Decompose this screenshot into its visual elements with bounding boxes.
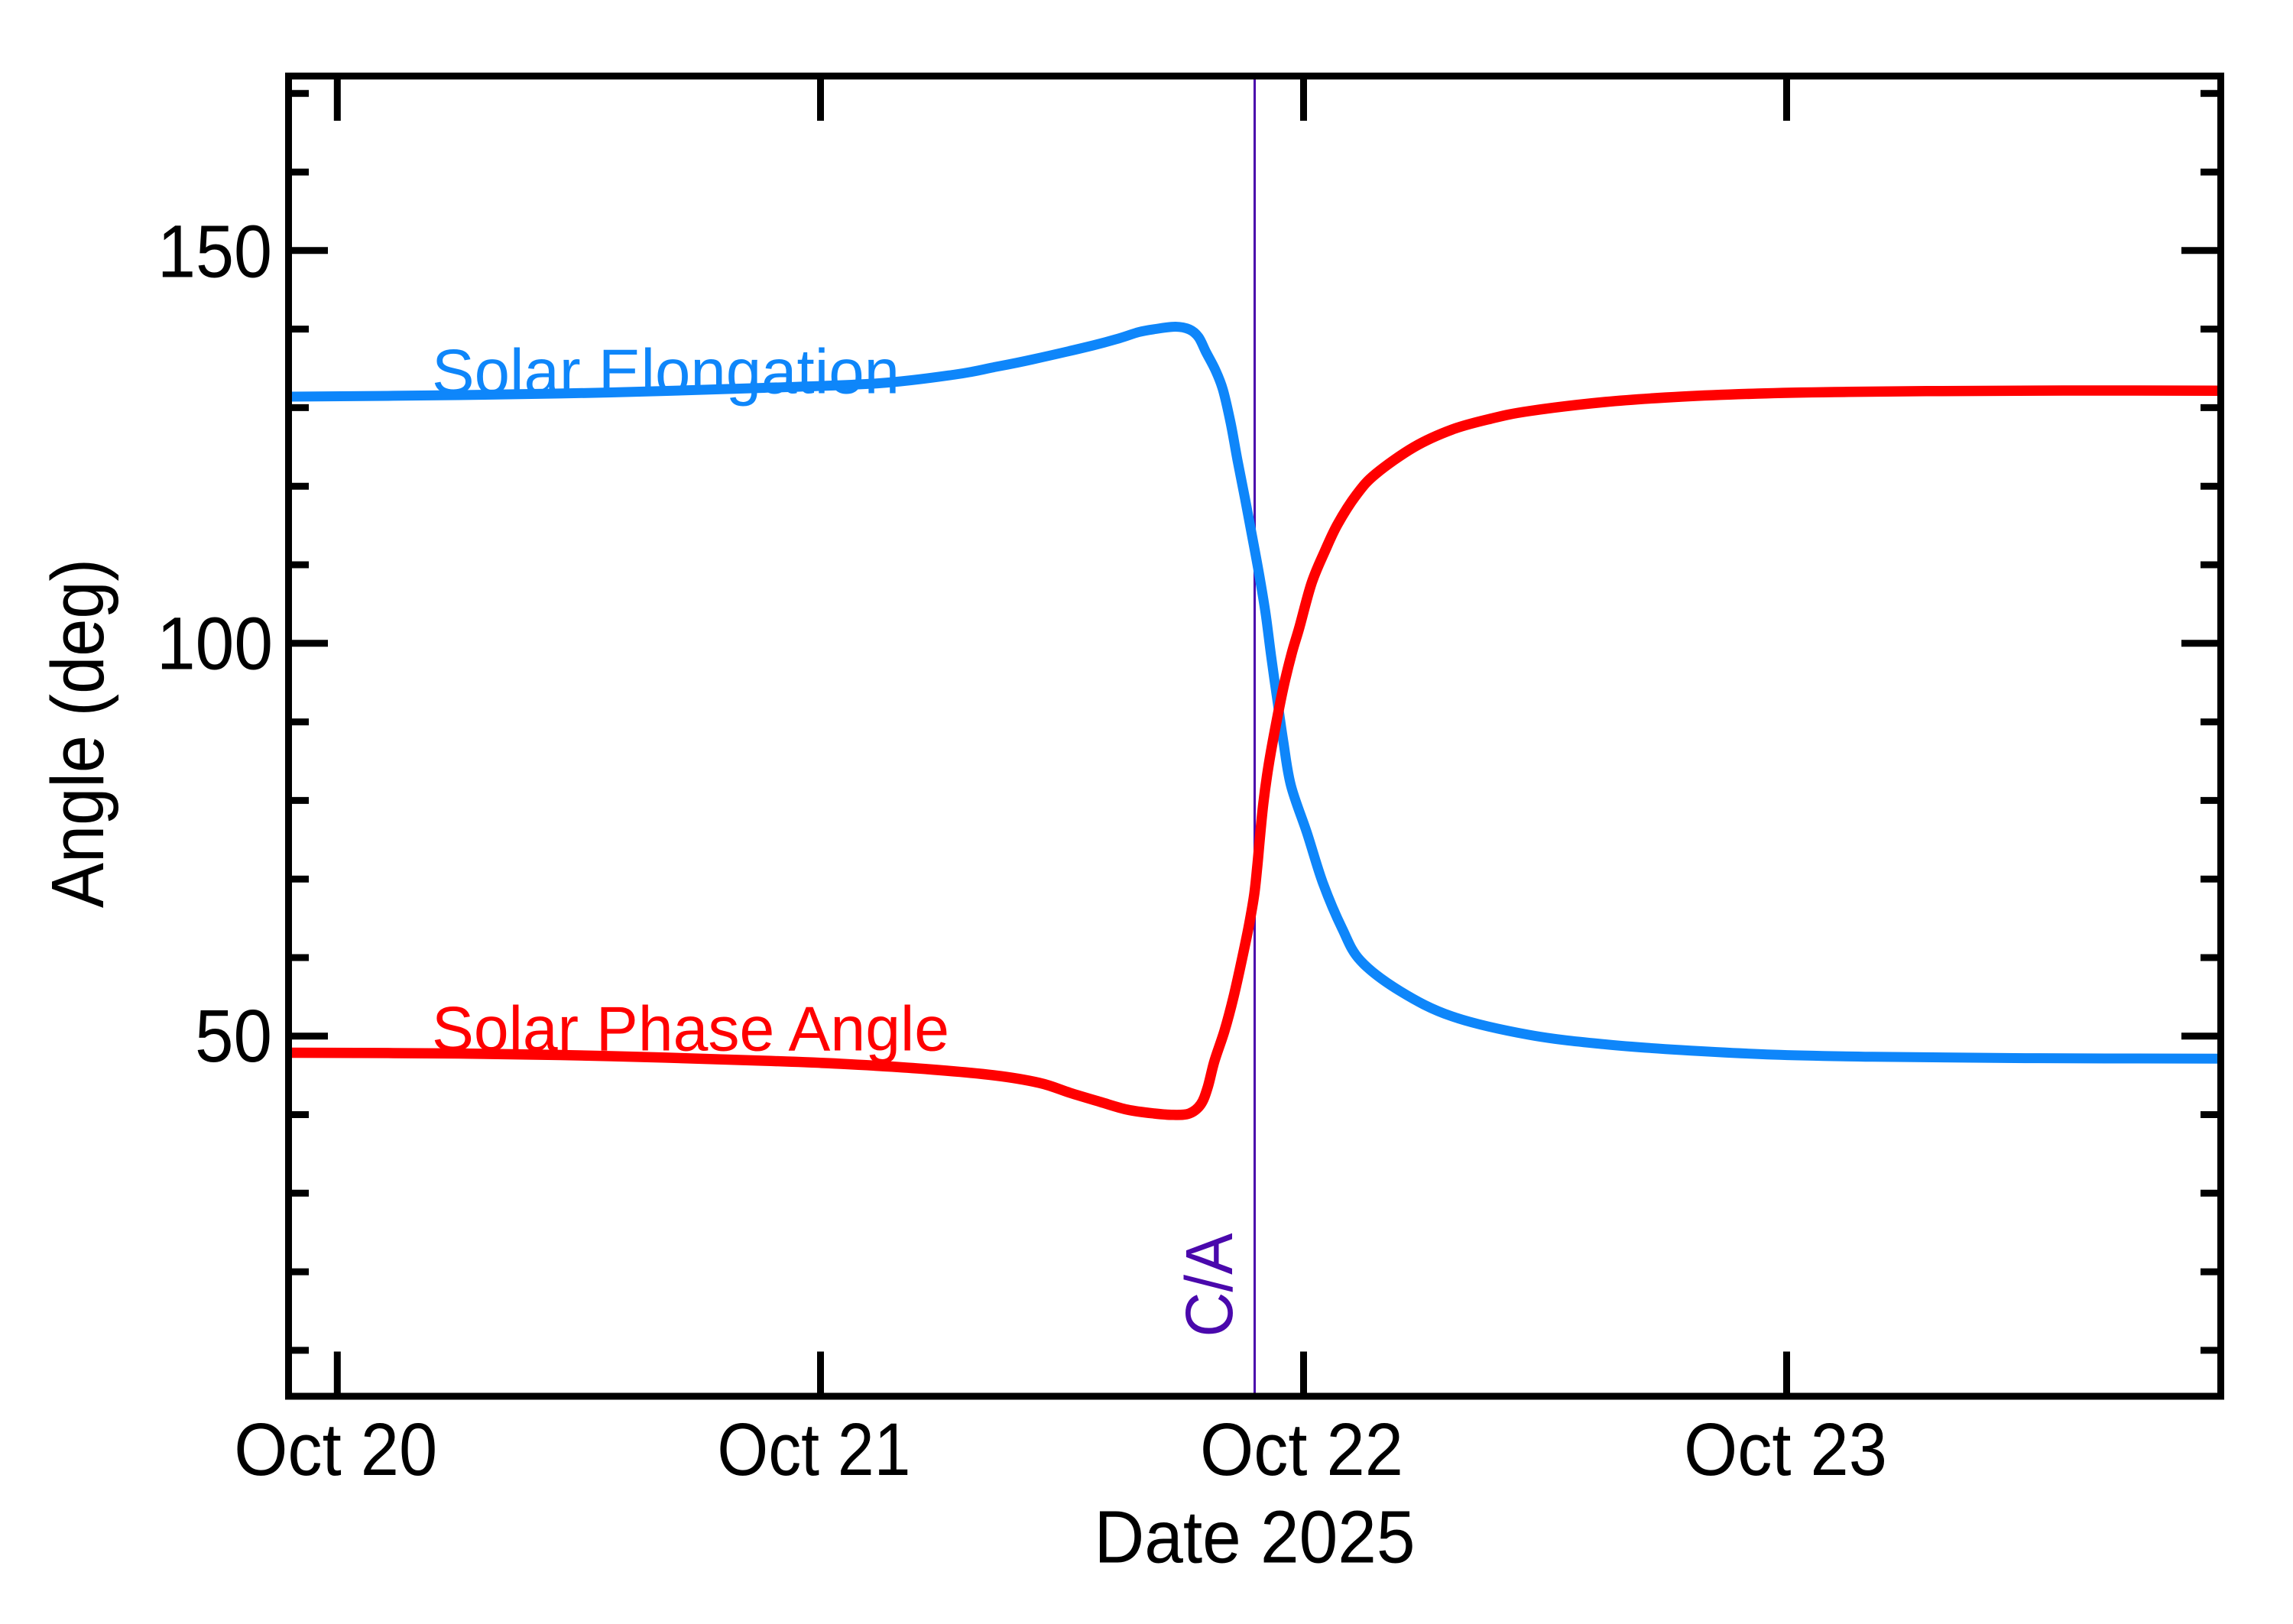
svg-text:Oct 22: Oct 22 — [1200, 1408, 1403, 1491]
svg-text:Oct 23: Oct 23 — [1684, 1408, 1887, 1491]
svg-text:50: 50 — [195, 994, 272, 1078]
svg-text:Oct 20: Oct 20 — [234, 1408, 437, 1491]
svg-text:100: 100 — [157, 601, 273, 685]
svg-text:Date 2025: Date 2025 — [1095, 1496, 1416, 1579]
svg-text:Solar Elongation: Solar Elongation — [432, 335, 900, 407]
svg-text:C/A: C/A — [1172, 1233, 1247, 1337]
svg-text:Angle (deg): Angle (deg) — [36, 559, 119, 908]
svg-text:150: 150 — [157, 210, 272, 293]
svg-text:Solar Phase Angle: Solar Phase Angle — [432, 994, 949, 1065]
svg-text:Oct 21: Oct 21 — [717, 1408, 910, 1491]
